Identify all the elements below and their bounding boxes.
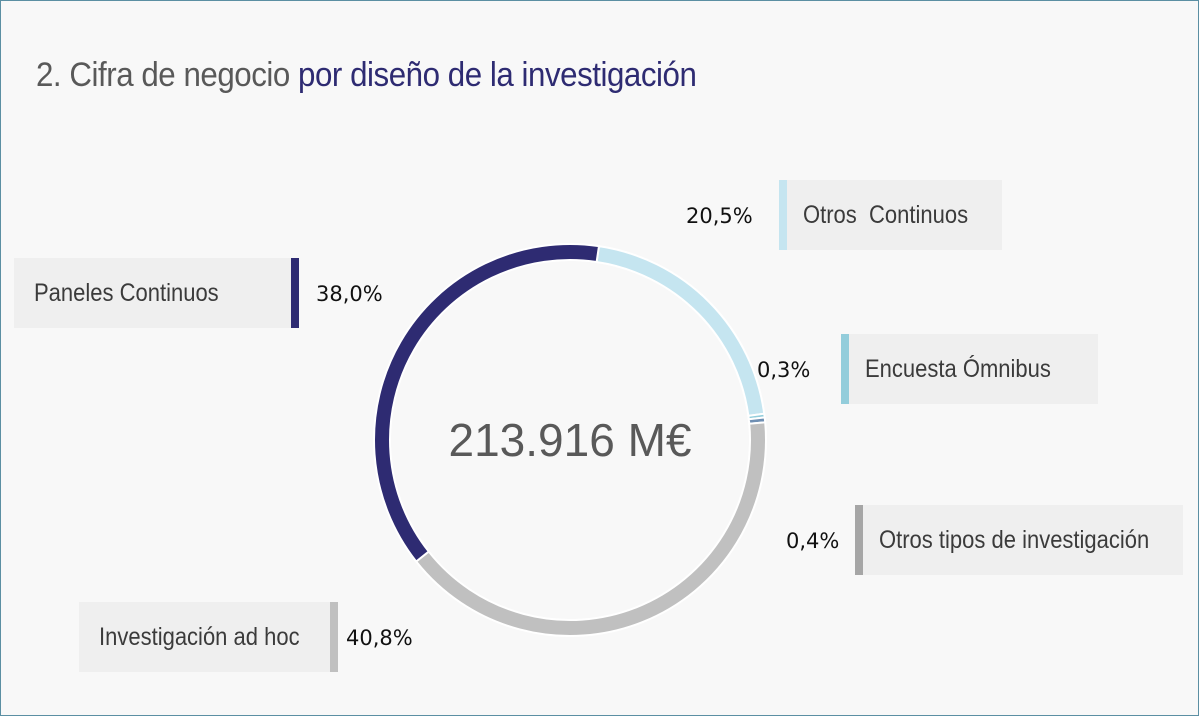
center-total: 213.916 M€: [448, 414, 692, 466]
legend-bar-otros-continuos: [779, 180, 787, 250]
legend-omnibus: Encuesta Ómnibus: [849, 334, 1098, 404]
donut-slice-otros-continuos: [595, 245, 766, 418]
legend-bar-paneles: [291, 258, 299, 328]
pct-otros-continuos: 20,5%: [686, 204, 753, 228]
legend-label-otros-tipos: Otros tipos de investigación: [879, 525, 1150, 554]
pct-ad-hoc: 40,8%: [346, 626, 413, 650]
pct-omnibus: 0,3%: [757, 358, 811, 382]
donut-slice-paneles-continuos: [373, 243, 601, 563]
legend-ad-hoc: Investigación ad hoc: [79, 602, 331, 672]
title-accent: por diseño de la investigación: [298, 56, 697, 94]
pct-paneles: 38,0%: [316, 282, 383, 306]
pct-otros-tipos: 0,4%: [786, 529, 840, 553]
legend-bar-ad-hoc: [330, 602, 338, 672]
legend-label-ad-hoc: Investigación ad hoc: [99, 622, 300, 651]
chart-title: 2. Cifra de negocio por diseño de la inv…: [36, 56, 697, 95]
legend-bar-omnibus: [841, 334, 849, 404]
legend-otros-tipos: Otros tipos de investigación: [863, 505, 1183, 575]
legend-paneles-continuos: Paneles Continuos: [14, 258, 292, 328]
legend-otros-continuos: Otros Continuos: [787, 180, 1002, 250]
legend-label-omnibus: Encuesta Ómnibus: [865, 354, 1051, 383]
title-prefix: 2. Cifra de negocio: [36, 56, 299, 94]
legend-label-otros-continuos: Otros Continuos: [803, 200, 969, 229]
legend-bar-otros-tipos: [855, 505, 863, 575]
legend-label-paneles: Paneles Continuos: [34, 278, 219, 307]
